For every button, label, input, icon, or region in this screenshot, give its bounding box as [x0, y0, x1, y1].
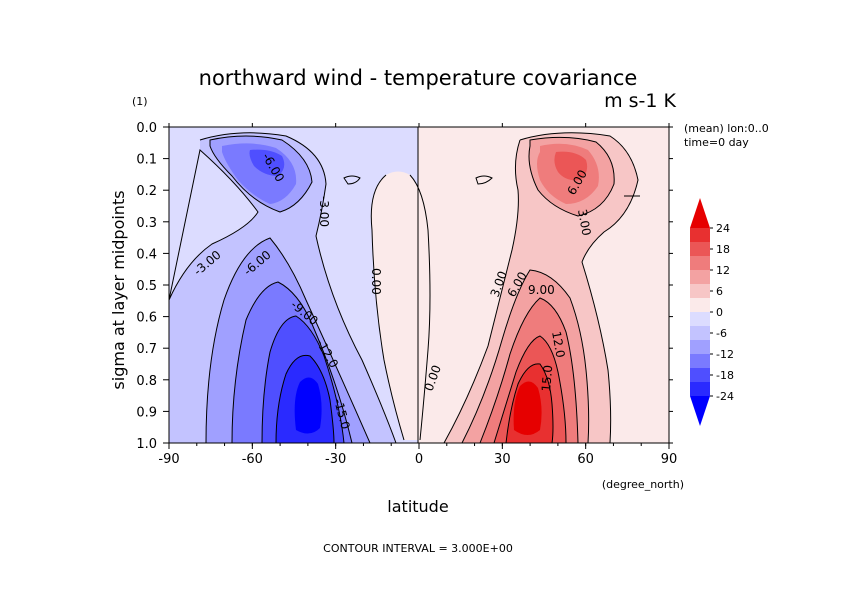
x-tick-label: -60	[242, 452, 263, 467]
colorbar-band	[690, 228, 710, 242]
fill-pos-12	[494, 151, 588, 443]
contour-interval-note: CONTOUR INTERVAL = 3.000E+00	[323, 542, 513, 555]
contour-zero-tongue	[370, 174, 431, 441]
contour-fills	[169, 127, 669, 443]
y-axis: 0.0 0.1 0.2 0.3 0.4 0.5 0.6 0.7 0.8 0.9 1.0	[136, 121, 673, 452]
contour-neg-3-line	[169, 132, 397, 443]
x-tick-label: 0	[415, 452, 423, 467]
contour-label: 15.0	[539, 364, 555, 392]
fill-pos-18	[513, 381, 542, 435]
x-tick-label: -90	[158, 452, 179, 467]
x-axis-label: latitude	[387, 497, 448, 516]
contour-label: 9.00	[528, 283, 555, 297]
chart-units: m s-1 K	[604, 90, 676, 112]
contour-neg-12-line	[261, 315, 345, 443]
small-blob-pos	[475, 175, 493, 185]
info-time: time=0 day	[684, 136, 749, 149]
y-tick-label: 0.7	[136, 342, 157, 357]
x-tick-label: 30	[494, 452, 511, 467]
contour-neg-15-line	[275, 354, 335, 443]
colorbar-band	[690, 382, 710, 396]
colorbar-top-arrow	[690, 198, 710, 228]
colorbar-label: 18	[716, 243, 730, 256]
contour-neg-6-line	[205, 135, 371, 443]
contour-lines	[169, 127, 640, 443]
y-tick-label: 1.0	[136, 437, 157, 452]
colorbar-label: 6	[716, 285, 723, 298]
y-tick-label: 0.0	[136, 121, 157, 136]
contour-pos-9-line	[479, 297, 579, 443]
x-tick-label: 60	[577, 452, 594, 467]
y-tick-label: 0.8	[136, 374, 157, 389]
colorbar-label: -12	[716, 348, 734, 361]
colorbar-band	[690, 354, 710, 368]
y-tick-label: 0.9	[136, 405, 157, 420]
colorbar-label: 0	[716, 306, 723, 319]
y-tick-label: 0.6	[136, 311, 157, 326]
colorbar-band	[690, 256, 710, 270]
colorbar-band	[690, 312, 710, 326]
colorbar-label: -24	[716, 390, 734, 403]
y-units: (1)	[132, 95, 148, 108]
colorbar-label: 12	[716, 264, 730, 277]
contour-label: -3.00	[317, 196, 331, 227]
colorbar-bottom-arrow	[690, 396, 710, 426]
colorbar-label: 24	[716, 222, 730, 235]
y-axis-label: sigma at layer midpoints	[109, 190, 128, 389]
colorbar-band	[690, 270, 710, 284]
fill-zero-tongue	[371, 171, 430, 440]
x-axis-units: (degree_north)	[602, 478, 684, 491]
y-tick-label: 0.1	[136, 153, 157, 168]
colorbar: 24 18 12 6 0 -6 -12 -18 -24	[690, 198, 734, 426]
info-mean-lon: (mean) lon:0..0	[684, 122, 769, 135]
colorbar-label: -18	[716, 369, 734, 382]
x-tick-label: 90	[661, 452, 678, 467]
y-tick-label: 0.2	[136, 184, 157, 199]
contour-neg-9-line	[231, 281, 353, 443]
y-tick-label: 0.3	[136, 216, 157, 231]
colorbar-band	[690, 368, 710, 382]
colorbar-band	[690, 340, 710, 354]
chart-title: northward wind - temperature covariance	[199, 66, 638, 90]
contour-pos-12-line	[493, 335, 567, 443]
contour-pos-6-line	[461, 136, 615, 443]
fill-pos-6	[462, 137, 615, 443]
fill-pos-9	[480, 143, 599, 443]
fill-neg-18	[294, 377, 322, 434]
colorbar-band	[690, 326, 710, 340]
y-tick-label: 0.5	[136, 279, 157, 294]
contour-label: 0.00	[369, 268, 383, 295]
x-axis: -90 -60 -30 0 30 60 90	[158, 123, 677, 467]
x-tick-label: -30	[325, 452, 346, 467]
contour-pos-3-line	[443, 132, 639, 443]
contour-pos-15-line	[505, 363, 554, 443]
y-tick-label: 0.4	[136, 247, 157, 262]
colorbar-label: -6	[716, 327, 727, 340]
colorbar-band	[690, 242, 710, 256]
colorbar-band	[690, 284, 710, 298]
contour-label: 12.0	[549, 330, 567, 359]
contour-label: 3.00	[575, 208, 593, 237]
small-blob-neg	[343, 175, 361, 185]
colorbar-band	[690, 298, 710, 312]
